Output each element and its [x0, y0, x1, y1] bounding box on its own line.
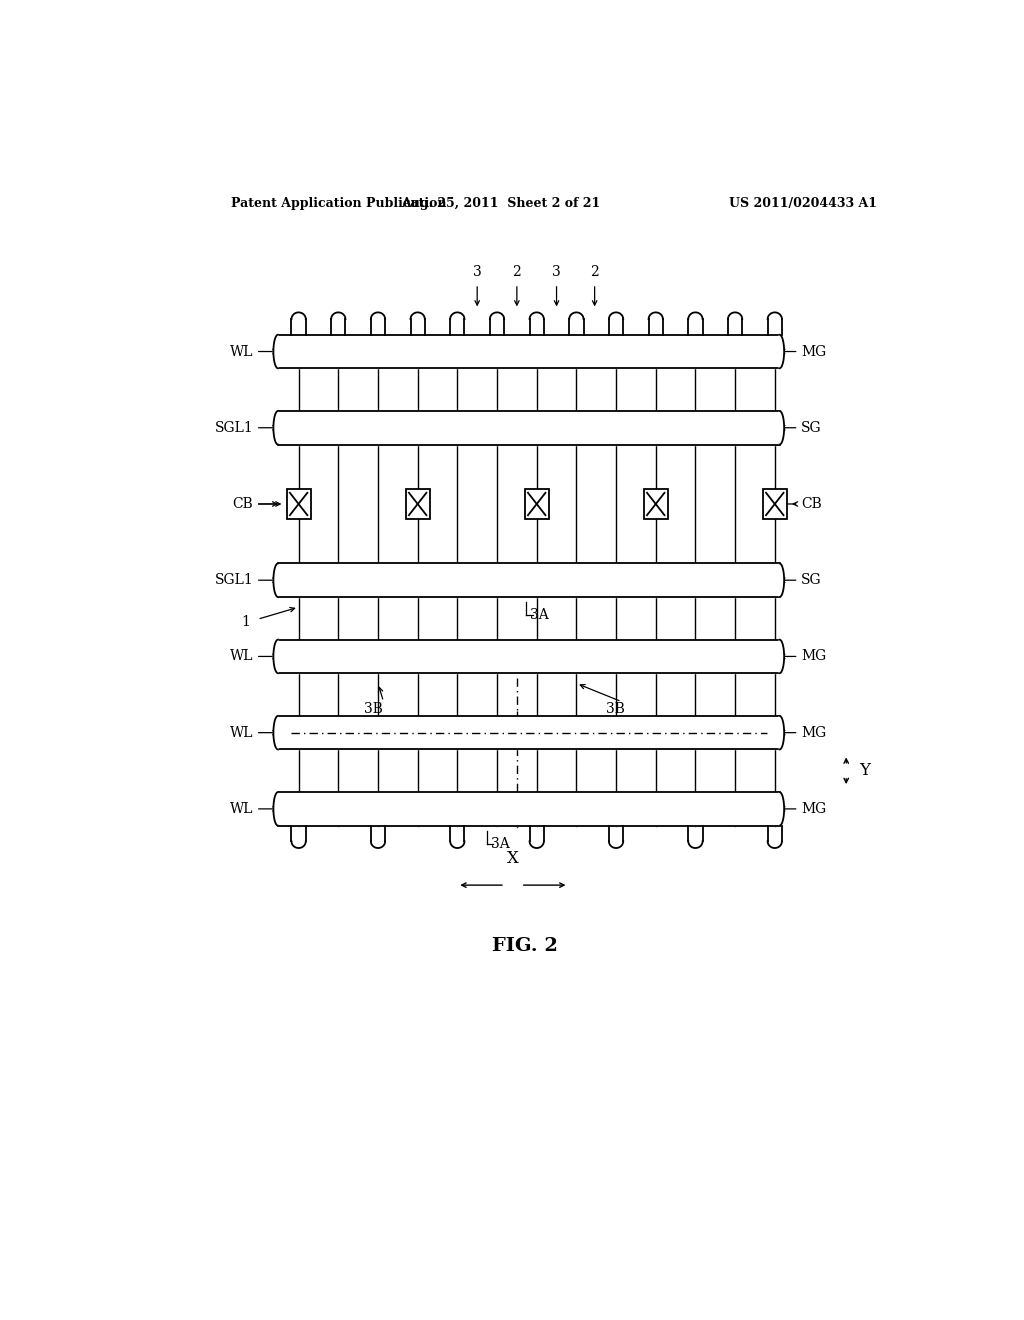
Bar: [524, 488, 549, 519]
Polygon shape: [779, 335, 784, 368]
Text: Y: Y: [859, 762, 870, 779]
Polygon shape: [278, 792, 779, 826]
Polygon shape: [273, 715, 278, 750]
Polygon shape: [278, 335, 779, 368]
Polygon shape: [273, 411, 278, 445]
Text: 1: 1: [241, 615, 250, 630]
Text: MG: MG: [801, 801, 826, 816]
Text: 3A: 3A: [490, 837, 509, 851]
Text: Patent Application Publication: Patent Application Publication: [231, 197, 446, 210]
Bar: [287, 488, 310, 519]
Polygon shape: [273, 564, 278, 597]
Text: WL: WL: [230, 801, 253, 816]
Text: CB: CB: [801, 496, 821, 511]
Text: X: X: [507, 850, 519, 867]
Text: WL: WL: [230, 726, 253, 739]
Text: SG: SG: [801, 421, 821, 434]
Text: SGL1: SGL1: [215, 573, 253, 587]
Polygon shape: [779, 564, 784, 597]
Text: 3A: 3A: [530, 609, 549, 622]
Polygon shape: [273, 640, 278, 673]
Text: MG: MG: [801, 345, 826, 359]
Text: US 2011/0204433 A1: US 2011/0204433 A1: [728, 197, 877, 210]
Text: Aug. 25, 2011  Sheet 2 of 21: Aug. 25, 2011 Sheet 2 of 21: [401, 197, 601, 210]
Polygon shape: [779, 715, 784, 750]
Text: 3B: 3B: [606, 702, 625, 715]
Text: 2: 2: [512, 265, 521, 279]
Text: CB: CB: [232, 496, 253, 511]
Polygon shape: [779, 792, 784, 826]
Bar: [406, 488, 430, 519]
Text: 3: 3: [473, 265, 481, 279]
Bar: [763, 488, 786, 519]
Polygon shape: [278, 715, 779, 750]
Text: WL: WL: [230, 649, 253, 664]
Polygon shape: [779, 640, 784, 673]
Text: WL: WL: [230, 345, 253, 359]
Polygon shape: [779, 411, 784, 445]
Polygon shape: [278, 411, 779, 445]
Polygon shape: [273, 792, 278, 826]
Text: SGL1: SGL1: [215, 421, 253, 434]
Text: MG: MG: [801, 649, 826, 664]
Polygon shape: [278, 564, 779, 597]
Polygon shape: [278, 640, 779, 673]
Bar: [644, 488, 668, 519]
Text: 3: 3: [552, 265, 561, 279]
Text: 2: 2: [590, 265, 599, 279]
Text: FIG. 2: FIG. 2: [492, 937, 558, 956]
Polygon shape: [273, 335, 278, 368]
Text: MG: MG: [801, 726, 826, 739]
Text: 3B: 3B: [365, 702, 383, 715]
Text: SG: SG: [801, 573, 821, 587]
